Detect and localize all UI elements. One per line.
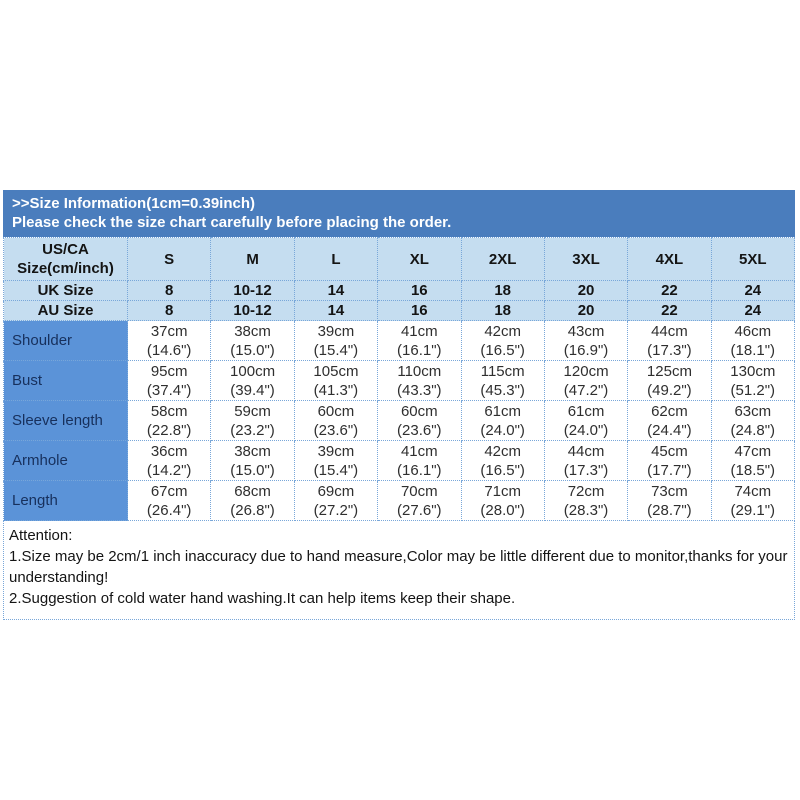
size-column-header: L [293, 237, 379, 281]
size-column-header: S [126, 237, 212, 281]
measurement-cell: 42cm (16.5") [460, 440, 545, 481]
uk-size-cell: 24 [710, 280, 796, 301]
measurement-cell: 120cm (47.2") [543, 360, 629, 401]
attention-note-2: 2.Suggestion of cold water hand washing.… [9, 590, 516, 607]
uk-size-cell: 8 [126, 280, 212, 301]
measurement-cell: 36cm (14.2") [126, 440, 212, 481]
measurement-row-length: Length 67cm (26.4") 68cm (26.8") 69cm (2… [3, 480, 796, 521]
measurement-cell: 71cm (28.0") [460, 480, 545, 521]
uk-size-cell: 22 [627, 280, 712, 301]
size-column-header: 5XL [710, 237, 796, 281]
size-info-title: >>Size Information(1cm=0.39inch) [12, 195, 255, 212]
uk-size-row: UK Size 8 10-12 14 16 18 20 22 24 [3, 280, 796, 301]
au-size-cell: 18 [460, 300, 545, 321]
au-size-cell: 14 [293, 300, 379, 321]
size-table: US/CA Size(cm/inch) S M L XL 2XL 3XL 4XL… [3, 237, 796, 521]
au-size-row: AU Size 8 10-12 14 16 18 20 22 24 [3, 300, 796, 321]
measurement-cell: 47cm (18.5") [710, 440, 796, 481]
size-info-subtitle: Please check the size chart carefully be… [12, 214, 452, 231]
measurement-label: Armhole [3, 440, 128, 481]
corner-header-cell: US/CA Size(cm/inch) [3, 237, 128, 281]
measurement-cell: 115cm (45.3") [460, 360, 545, 401]
measurement-cell: 105cm (41.3") [293, 360, 379, 401]
size-column-header: 2XL [460, 237, 545, 281]
au-size-cell: 16 [377, 300, 462, 321]
au-size-cell: 20 [543, 300, 629, 321]
size-column-header: 3XL [543, 237, 629, 281]
measurement-cell: 41cm (16.1") [377, 320, 462, 361]
measurement-cell: 45cm (17.7") [627, 440, 712, 481]
measurement-cell: 39cm (15.4") [293, 320, 379, 361]
measurement-cell: 74cm (29.1") [710, 480, 796, 521]
measurement-cell: 58cm (22.8") [126, 400, 212, 441]
uk-size-cell: 20 [543, 280, 629, 301]
measurement-cell: 61cm (24.0") [460, 400, 545, 441]
attention-note-1: 1.Size may be 2cm/1 inch inaccuracy due … [9, 548, 788, 586]
measurement-label: Sleeve length [3, 400, 128, 441]
measurement-cell: 95cm (37.4") [126, 360, 212, 401]
measurement-cell: 70cm (27.6") [377, 480, 462, 521]
uk-size-cell: 14 [293, 280, 379, 301]
measurement-cell: 67cm (26.4") [126, 480, 212, 521]
measurement-label: Length [3, 480, 128, 521]
uk-size-cell: 18 [460, 280, 545, 301]
measurement-cell: 110cm (43.3") [377, 360, 462, 401]
measurement-cell: 59cm (23.2") [210, 400, 295, 441]
measurement-cell: 42cm (16.5") [460, 320, 545, 361]
au-size-cell: 24 [710, 300, 796, 321]
measurement-label: Bust [3, 360, 128, 401]
size-column-header: XL [377, 237, 462, 281]
measurement-cell: 43cm (16.9") [543, 320, 629, 361]
au-size-cell: 8 [126, 300, 212, 321]
size-info-banner: >>Size Information(1cm=0.39inch) Please … [3, 190, 795, 237]
measurement-cell: 62cm (24.4") [627, 400, 712, 441]
size-chart-sheet: >>Size Information(1cm=0.39inch) Please … [3, 190, 796, 620]
measurement-cell: 38cm (15.0") [210, 440, 295, 481]
measurement-cell: 61cm (24.0") [543, 400, 629, 441]
au-size-label: AU Size [3, 300, 128, 321]
measurement-cell: 100cm (39.4") [210, 360, 295, 401]
measurement-cell: 130cm (51.2") [710, 360, 796, 401]
measurement-cell: 72cm (28.3") [543, 480, 629, 521]
measurement-cell: 73cm (28.7") [627, 480, 712, 521]
measurement-cell: 60cm (23.6") [377, 400, 462, 441]
au-size-cell: 10-12 [210, 300, 295, 321]
measurement-row-shoulder: Shoulder 37cm (14.6") 38cm (15.0") 39cm … [3, 320, 796, 361]
measurement-cell: 63cm (24.8") [710, 400, 796, 441]
measurement-cell: 60cm (23.6") [293, 400, 379, 441]
measurement-cell: 69cm (27.2") [293, 480, 379, 521]
au-size-cell: 22 [627, 300, 712, 321]
measurement-cell: 38cm (15.0") [210, 320, 295, 361]
size-header-row: US/CA Size(cm/inch) S M L XL 2XL 3XL 4XL… [3, 237, 796, 281]
uk-size-label: UK Size [3, 280, 128, 301]
measurement-cell: 44cm (17.3") [543, 440, 629, 481]
attention-section: Attention: 1.Size may be 2cm/1 inch inac… [3, 521, 795, 620]
size-column-header: M [210, 237, 295, 281]
uk-size-cell: 10-12 [210, 280, 295, 301]
measurement-cell: 39cm (15.4") [293, 440, 379, 481]
size-column-header: 4XL [627, 237, 712, 281]
measurement-cell: 44cm (17.3") [627, 320, 712, 361]
measurement-cell: 68cm (26.8") [210, 480, 295, 521]
measurement-cell: 37cm (14.6") [126, 320, 212, 361]
measurement-cell: 125cm (49.2") [627, 360, 712, 401]
measurement-cell: 41cm (16.1") [377, 440, 462, 481]
attention-title: Attention: [9, 527, 73, 544]
measurement-row-sleeve-length: Sleeve length 58cm (22.8") 59cm (23.2") … [3, 400, 796, 441]
uk-size-cell: 16 [377, 280, 462, 301]
measurement-row-armhole: Armhole 36cm (14.2") 38cm (15.0") 39cm (… [3, 440, 796, 481]
measurement-cell: 46cm (18.1") [710, 320, 796, 361]
measurement-row-bust: Bust 95cm (37.4") 100cm (39.4") 105cm (4… [3, 360, 796, 401]
measurement-label: Shoulder [3, 320, 128, 361]
